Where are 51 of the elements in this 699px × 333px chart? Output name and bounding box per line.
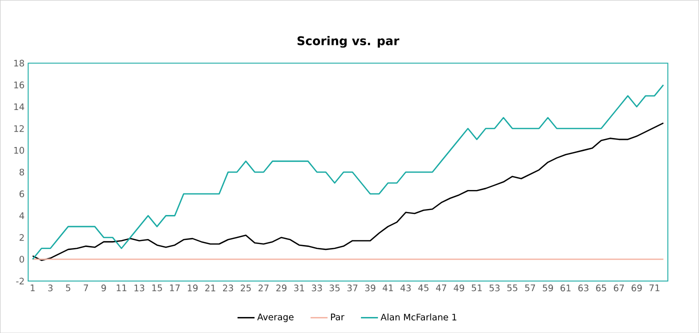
x-tick-label: 19 <box>188 284 198 292</box>
y-tick-label: 14 <box>14 103 24 110</box>
x-tick-label: 35 <box>330 284 340 292</box>
legend-label: Par <box>331 314 344 320</box>
x-tick-label: 11 <box>116 284 126 291</box>
y-tick-label: 4 <box>19 212 24 219</box>
y-tick-label: 8 <box>20 168 24 176</box>
x-tick-label: 1 <box>30 284 35 291</box>
y-tick-label: 6 <box>20 190 24 198</box>
x-tick-label: 49 <box>454 284 464 292</box>
x-tick-label: 63 <box>578 284 588 292</box>
x-tick-label: 25 <box>240 284 251 292</box>
y-tick-label: 0 <box>20 256 24 263</box>
x-tick-label: 69 <box>632 284 642 292</box>
x-tick-label: 59 <box>542 284 553 292</box>
y-tick-label: -2 <box>16 278 24 284</box>
x-tick-label: 55 <box>507 284 518 292</box>
x-tick-label: 5 <box>66 284 70 292</box>
x-tick-label: 13 <box>134 284 144 292</box>
y-tick-label: 18 <box>14 60 24 66</box>
x-tick-label: 33 <box>312 284 322 292</box>
legend-label: Alan McFarlane 1 <box>380 313 456 320</box>
x-tick-label: 39 <box>365 284 376 292</box>
x-tick-label: 53 <box>490 284 500 292</box>
x-tick-label: 3 <box>48 284 53 292</box>
x-tick-label: 37 <box>347 284 358 292</box>
x-tick-label: 23 <box>223 284 234 292</box>
x-tick-label: 15 <box>152 284 162 292</box>
y-tick-label: 2 <box>20 234 24 241</box>
chart-title: Scoring vs. par <box>298 36 400 48</box>
x-tick-label: 51 <box>472 284 482 292</box>
x-tick-label: 41 <box>382 284 393 291</box>
x-tick-label: 65 <box>596 284 606 292</box>
x-tick-label: 47 <box>436 284 446 291</box>
x-tick-label: 31 <box>294 284 304 292</box>
x-tick-label: 71 <box>650 284 660 291</box>
x-tick-label: 61 <box>560 284 571 292</box>
x-tick-label: 43 <box>400 284 411 292</box>
legend-label: Average <box>257 314 294 322</box>
y-tick-label: 16 <box>14 81 24 88</box>
y-tick-label: 12 <box>14 125 24 132</box>
x-tick-label: 7 <box>84 284 88 291</box>
x-tick-label: 67 <box>614 284 624 292</box>
x-tick-label: 29 <box>276 284 286 292</box>
x-tick-label: 21 <box>205 284 216 292</box>
x-tick-label: 57 <box>525 284 536 292</box>
x-tick-label: 27 <box>258 284 269 292</box>
x-tick-label: 17 <box>170 284 180 291</box>
y-tick-label: 10 <box>14 146 24 154</box>
x-tick-label: 9 <box>101 284 106 292</box>
x-tick-label: 45 <box>418 284 428 292</box>
